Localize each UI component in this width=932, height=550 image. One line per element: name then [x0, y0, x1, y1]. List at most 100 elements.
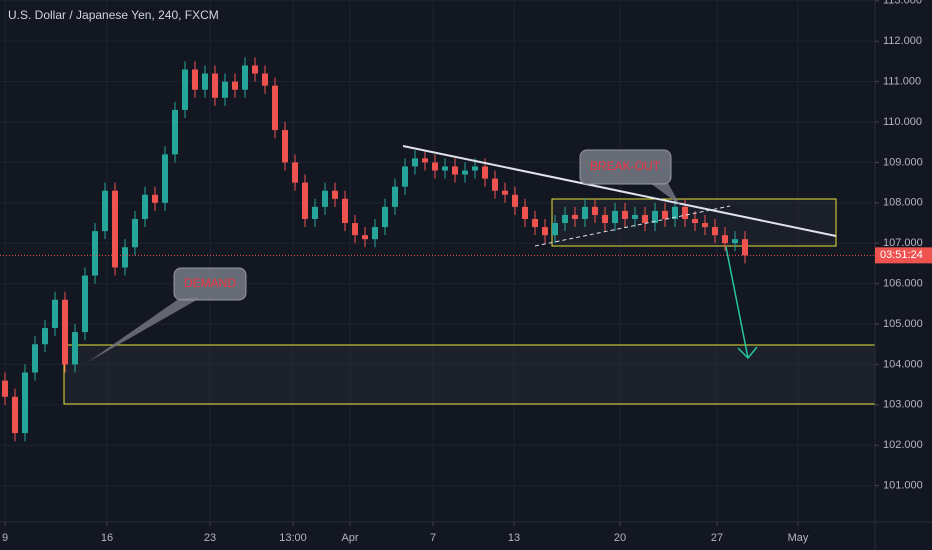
candle-body	[452, 166, 458, 175]
candle-body	[222, 81, 228, 98]
candle-body	[552, 223, 558, 236]
callout-box	[173, 267, 247, 301]
projection-arrow	[725, 246, 749, 359]
candle-body	[12, 396, 18, 434]
candle-body	[132, 218, 138, 248]
candle-body	[32, 344, 38, 373]
candle-body	[582, 206, 588, 219]
candle-body	[602, 214, 608, 224]
annotation: DEMAND	[184, 276, 236, 290]
countdown-badge	[875, 247, 932, 264]
candle-body	[42, 328, 48, 345]
support-line	[534, 205, 731, 247]
candle-body	[162, 154, 168, 203]
y-tick-label: 103.000	[883, 399, 923, 411]
candle-body	[112, 190, 118, 268]
candle-body	[362, 235, 368, 240]
candle-body	[72, 332, 78, 365]
chart-title: U.S. Dollar / Japanese Yen, 240, FXCM	[8, 8, 219, 22]
candle-body	[522, 206, 528, 219]
candle-body	[612, 210, 618, 224]
candle-body	[702, 223, 708, 228]
grid	[0, 0, 875, 522]
x-tick-label: 9	[2, 532, 8, 544]
x-tick-label: 13:00	[279, 532, 307, 544]
candle-body	[652, 210, 658, 224]
candle-body	[512, 194, 518, 207]
candle-body	[572, 214, 578, 219]
y-tick-label: 106.000	[883, 278, 923, 290]
candle-body	[692, 218, 698, 224]
candle-body	[262, 73, 268, 86]
candle-body	[402, 166, 408, 187]
candle-body	[382, 206, 388, 228]
y-tick-label: 112.000	[883, 35, 922, 47]
x-tick-label: May	[788, 532, 809, 544]
candle-body	[722, 235, 728, 244]
callout-pointer	[88, 298, 200, 362]
candle-body	[252, 65, 258, 74]
candle-body	[642, 214, 648, 224]
candle-body	[562, 214, 568, 224]
candle-body	[202, 73, 208, 90]
candle-body	[312, 206, 318, 219]
candle-body	[82, 275, 88, 333]
candle-body	[2, 380, 8, 397]
candle-body	[682, 206, 688, 219]
candle-body	[422, 158, 428, 163]
callout-pointer	[650, 183, 680, 205]
x-tick-label: 13	[508, 532, 520, 544]
candle-body	[432, 162, 438, 171]
candle-body	[542, 227, 548, 236]
x-tick-label: 16	[101, 532, 113, 544]
candle-body	[212, 73, 218, 98]
candle-body	[732, 239, 738, 244]
candle-body	[292, 162, 298, 183]
candle-body	[472, 166, 478, 171]
candle-body	[152, 194, 158, 203]
candle-body	[622, 210, 628, 219]
y-tick-label: 104.000	[883, 358, 923, 370]
candle-body	[102, 190, 108, 232]
candle-body	[482, 166, 488, 179]
annotation: BREAK-OUT	[590, 159, 661, 173]
candle-body	[142, 194, 148, 219]
candle-body	[502, 190, 508, 195]
y-tick-label: 111.000	[883, 76, 921, 88]
callout-box	[579, 149, 672, 185]
y-tick-label: 107.000	[883, 237, 923, 249]
candle-body	[632, 214, 638, 219]
candle-body	[662, 210, 668, 219]
candle-body	[342, 198, 348, 224]
y-tick-label: 113.000	[883, 0, 922, 7]
candle-body	[332, 190, 338, 199]
candle-body	[492, 178, 498, 191]
y-tick-label: 105.000	[883, 318, 923, 330]
candle-body	[412, 158, 418, 167]
arrow-head	[737, 346, 758, 360]
y-tick-label: 101.000	[883, 480, 923, 492]
candle-body	[282, 130, 288, 163]
candle-body	[372, 227, 378, 240]
x-tick-label: Apr	[341, 532, 358, 544]
candle-body	[62, 299, 68, 365]
x-tick-label: 23	[204, 532, 216, 544]
y-tick-label: 102.000	[883, 439, 923, 451]
candle-body	[462, 170, 468, 175]
x-tick-label: 20	[614, 532, 626, 544]
y-tick-label: 109.000	[883, 156, 923, 168]
candle-body	[532, 218, 538, 228]
candle-body	[272, 85, 278, 131]
y-tick-label: 110.000	[883, 116, 922, 128]
candle-body	[592, 206, 598, 215]
candle-body	[442, 166, 448, 171]
demand-zone	[63, 344, 876, 405]
candle-body	[122, 247, 128, 268]
candle-body	[182, 69, 188, 110]
candle-body	[92, 231, 98, 276]
candle-body	[672, 206, 678, 219]
x-tick-label: 7	[430, 532, 436, 544]
